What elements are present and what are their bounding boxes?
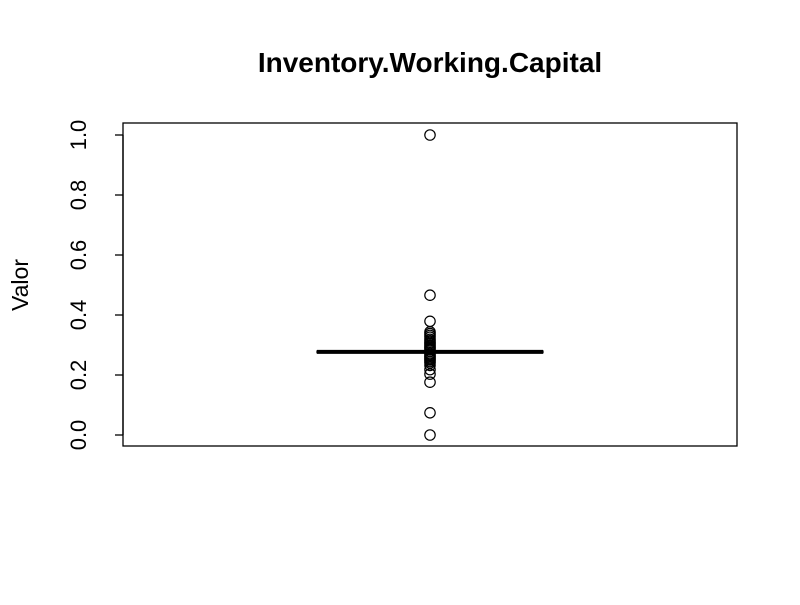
- chart-title: Inventory.Working.Capital: [258, 47, 602, 78]
- outlier-point: [424, 129, 436, 141]
- outlier-point: [424, 406, 436, 419]
- outlier-point: [424, 368, 436, 380]
- outlier-point: [424, 429, 436, 441]
- plot-frame: [122, 122, 738, 447]
- outlier-point: [424, 363, 436, 376]
- outlier-point: [424, 359, 436, 372]
- y-axis-label: Valor: [7, 259, 33, 311]
- y-axis: 0.0 0.2 0.4 0.6 0.8 1.0: [66, 120, 124, 451]
- y-tick-label: 0.0: [66, 420, 91, 451]
- outlier-point: [424, 289, 436, 301]
- outlier-layer: [424, 129, 436, 441]
- outlier-point: [424, 376, 436, 388]
- y-tick-label: 0.8: [66, 180, 91, 211]
- outlier-point: [424, 315, 436, 328]
- y-tick-label: 1.0: [66, 120, 91, 151]
- y-tick-label: 0.4: [66, 300, 91, 331]
- y-tick-label: 0.6: [66, 240, 91, 271]
- y-tick-label: 0.2: [66, 360, 91, 391]
